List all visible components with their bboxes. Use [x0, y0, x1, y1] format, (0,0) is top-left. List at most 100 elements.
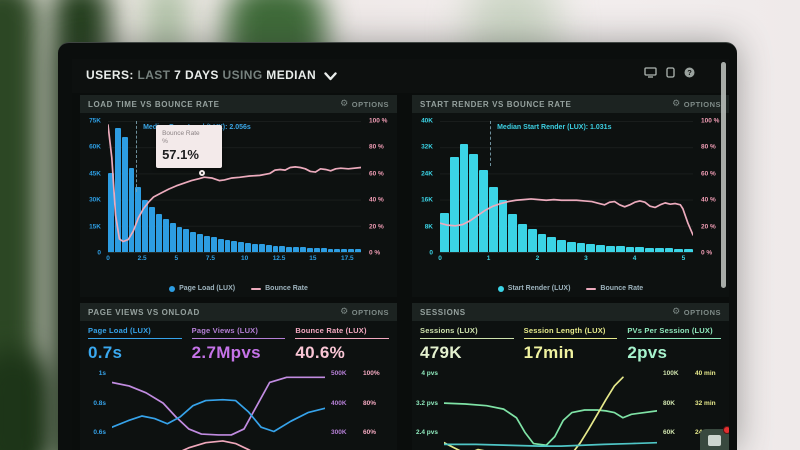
histogram-bar[interactable] — [348, 249, 354, 252]
histogram-bar[interactable] — [176, 226, 183, 252]
histogram-bar[interactable] — [286, 246, 293, 252]
legend-item-line[interactable]: Bounce Rate — [586, 285, 643, 292]
histogram-bar[interactable] — [320, 248, 327, 252]
metric[interactable]: PVs Per Session (LUX) 2pvs — [627, 326, 722, 363]
legend-item-line[interactable]: Bounce Rate — [251, 285, 308, 292]
panel-header: PAGE VIEWS VS ONLOAD ⚙ OPTIONS — [80, 303, 397, 321]
histogram-bar[interactable] — [576, 242, 586, 252]
histogram-bar[interactable] — [210, 237, 217, 252]
histogram-bar[interactable] — [169, 223, 176, 252]
options-button[interactable]: ⚙ OPTIONS — [672, 307, 721, 317]
histogram-bar[interactable] — [156, 213, 162, 252]
histogram-bar[interactable] — [272, 245, 279, 252]
histogram-bar[interactable] — [654, 248, 664, 252]
histogram-bar[interactable] — [162, 218, 169, 252]
histogram-bar[interactable] — [508, 214, 518, 252]
histogram-bar[interactable] — [684, 248, 693, 252]
legend-item-bars[interactable]: Start Render (LUX) — [497, 285, 571, 292]
options-button[interactable]: ⚙ OPTIONS — [672, 99, 721, 109]
histogram-bar[interactable] — [252, 243, 258, 252]
panel-title: LOAD TIME VS BOUNCE RATE — [88, 99, 220, 109]
desktop-icon[interactable] — [644, 67, 657, 78]
histogram-bar[interactable] — [114, 128, 121, 252]
metric[interactable]: Bounce Rate (LUX) 40.6% — [295, 326, 390, 363]
histogram-bar[interactable] — [625, 247, 635, 252]
mobile-icon[interactable] — [666, 67, 675, 78]
histogram-bar[interactable] — [596, 245, 606, 252]
options-button[interactable]: ⚙ OPTIONS — [340, 99, 389, 109]
notification-badge — [723, 426, 729, 434]
histogram-bar[interactable] — [341, 248, 348, 252]
y-axis-left: 40K 32K 24K 16K 8K 0 — [412, 118, 438, 257]
help-icon[interactable]: ? — [684, 67, 695, 78]
options-label: OPTIONS — [683, 307, 721, 317]
histogram-bar[interactable] — [245, 242, 252, 252]
histogram-bar[interactable] — [204, 235, 210, 252]
histogram-bar[interactable] — [537, 234, 547, 252]
chevron-down-icon[interactable] — [324, 72, 337, 81]
x-tick-label: 0 — [438, 255, 442, 262]
histogram-bar[interactable] — [518, 224, 527, 252]
histogram-bar[interactable] — [664, 248, 674, 252]
histogram-bar[interactable] — [279, 246, 286, 252]
histogram-bar[interactable] — [606, 245, 615, 252]
histogram-bar[interactable] — [293, 246, 300, 252]
histogram-bar[interactable] — [334, 248, 341, 252]
histogram-bar[interactable] — [566, 241, 576, 252]
histogram-bar[interactable] — [128, 168, 135, 252]
topbar-users-label: USERS: — [86, 68, 134, 82]
histogram-bar[interactable] — [238, 242, 245, 252]
histogram-bar[interactable] — [674, 248, 684, 252]
chat-widget-button[interactable] — [700, 426, 729, 450]
metric[interactable]: Session Length (LUX) 17min — [523, 326, 618, 363]
histogram-bar[interactable] — [108, 173, 114, 252]
histogram-bar[interactable] — [557, 239, 566, 252]
histogram-bar[interactable] — [527, 229, 537, 252]
histogram-bar[interactable] — [635, 247, 645, 252]
scrollbar[interactable] — [721, 62, 726, 288]
metric[interactable]: Sessions (LUX) 479K — [420, 326, 514, 363]
histogram-bar[interactable] — [142, 199, 149, 252]
legend-line-icon — [251, 287, 262, 290]
histogram-bar[interactable] — [183, 229, 190, 252]
histogram-bar[interactable] — [586, 244, 596, 252]
histogram-bar[interactable] — [149, 207, 156, 252]
histogram-bar[interactable] — [615, 246, 625, 252]
histogram-bar[interactable] — [197, 234, 204, 252]
histogram-bar[interactable] — [327, 248, 334, 252]
legend-dot-icon — [169, 285, 176, 292]
panel-title: SESSIONS — [420, 307, 466, 317]
histogram-bar[interactable] — [488, 186, 498, 252]
histogram-bar[interactable] — [498, 199, 508, 252]
histogram-bar[interactable] — [313, 247, 320, 252]
histogram-bar[interactable] — [224, 239, 231, 252]
histogram-bar[interactable] — [300, 247, 306, 252]
histogram-bar[interactable] — [645, 247, 654, 252]
histogram-bar[interactable] — [469, 153, 479, 252]
metric[interactable]: Page Load (LUX) 0.7s — [88, 326, 182, 363]
y-tick-label: 60% — [363, 428, 377, 436]
histogram-bar[interactable] — [440, 212, 449, 252]
histogram-bar[interactable] — [306, 247, 313, 252]
histogram-bar[interactable] — [121, 136, 128, 252]
y-tick-label: 4 pvs — [421, 370, 438, 378]
tooltip-unit: % — [162, 138, 168, 146]
legend-item-bars[interactable]: Page Load (LUX) — [169, 285, 235, 292]
histogram-bar[interactable] — [547, 237, 557, 252]
plot-area: Median Start Render (LUX): 1.031s — [440, 121, 693, 253]
histogram-bar[interactable] — [231, 241, 238, 252]
options-button[interactable]: ⚙ OPTIONS — [340, 307, 389, 317]
metric[interactable]: Page Views (LUX) 2.7Mpvs — [191, 326, 286, 363]
histogram-bar[interactable] — [258, 244, 265, 252]
histogram-bar[interactable] — [459, 143, 469, 252]
legend-dot-icon — [497, 285, 504, 292]
histogram-bar[interactable] — [354, 249, 361, 252]
histogram-bar[interactable] — [217, 238, 224, 252]
histogram-bar[interactable] — [190, 231, 197, 252]
histogram-bar[interactable] — [265, 245, 272, 252]
legend-label: Start Render (LUX) — [507, 285, 571, 292]
date-range-selector[interactable]: USERS: LAST 7 DAYS USING MEDIAN — [86, 68, 337, 82]
spark-plot-area — [112, 367, 325, 450]
legend-label: Page Load (LUX) — [179, 285, 236, 292]
histogram-bar[interactable] — [449, 157, 459, 252]
